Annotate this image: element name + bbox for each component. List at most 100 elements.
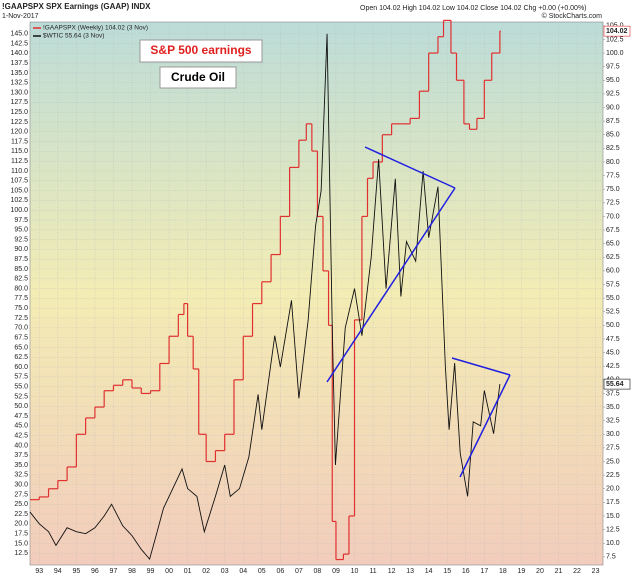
y-tick-label: 20.0 [14,521,28,528]
y-tick-label: 110.0 [11,168,28,175]
x-tick-label: 12 [388,568,396,575]
plot-area [29,21,604,566]
y2-tick-label: 25.0 [606,458,620,465]
y2-tick-label: 55.0 [606,295,620,302]
y-tick-label: 77.5 [14,295,28,302]
y2-tick-label: 82.5 [606,145,620,152]
y2-tick-label: 100.0 [606,50,624,57]
y-tick-label: 142.5 [10,40,28,47]
quote: Open 104.02 High 104.02 Low 104.02 Close… [360,5,587,12]
trend-line [459,374,511,478]
y-tick-label: 15.0 [14,540,28,547]
y-tick-label: 95.0 [14,227,28,234]
y2-tick-label: 50.0 [606,322,620,329]
y-tick-label: 47.5 [14,413,28,420]
chart-subtitle: 1-Nov-2017 [2,13,39,20]
y2-tick-label: 62.5 [606,254,620,261]
y2-tick-label: 77.5 [606,172,620,179]
y2-tick-label: 90.0 [606,104,620,111]
legend-label: !GAAPSPX (Weekly) 104.02 (3 Nov) [43,25,148,32]
x-tick-label: 10 [351,568,359,575]
line [29,33,501,561]
x-tick-label: 94 [54,568,62,575]
y-tick-label: 22.5 [14,511,28,518]
y-tick-label: 65.0 [14,344,28,351]
y-tick-label: 70.0 [14,325,28,332]
y-tick-label: 125.0 [10,109,28,116]
legend-label: $WTIC 55.64 (3 Nov) [43,33,104,40]
x-tick-label: 95 [72,568,80,575]
y2-tick-label: 97.5 [606,64,620,71]
y2-tick-label: 17.5 [606,499,620,506]
x-tick-label: 22 [573,568,581,575]
y2-tick-label: 15.0 [606,513,620,520]
y-tick-label: 100.0 [10,207,28,214]
y2-tick-label: 27.5 [606,445,620,452]
y-tick-label: 127.5 [10,99,28,106]
y-tick-label: 90.0 [14,246,28,253]
y2-tick-label: 60.0 [606,268,620,275]
x-tick-label: 99 [147,568,155,575]
y-tick-label: 52.5 [14,393,28,400]
y-tick-label: 112.5 [11,158,28,165]
y-tick-label: 122.5 [10,119,28,126]
y-tick-label: 145.0 [10,31,28,38]
y2-tick-label: 10.0 [606,540,620,547]
y-tick-label: 72.5 [14,315,28,322]
y-tick-label: 25.0 [14,501,28,508]
trend-line [451,357,511,376]
y-tick-label: 32.5 [14,472,28,479]
x-tick-label: 97 [110,568,118,575]
y2-tick-label: 42.5 [606,363,620,370]
trend-line [326,187,456,383]
y-tick-label: 62.5 [14,354,28,361]
y-tick-label: 137.5 [10,60,28,67]
x-tick-label: 23 [592,568,600,575]
y2-tick-label: 87.5 [606,118,620,125]
y-tick-label: 107.5 [10,178,28,185]
x-tick-label: 98 [128,568,136,575]
y-tick-label: 92.5 [14,236,28,243]
x-tick-label: 05 [258,568,266,575]
y-tick-label: 67.5 [14,334,28,341]
y-tick-label: 80.0 [14,285,28,292]
y2-tick-label: 102.5 [606,36,624,43]
y-tick-label: 130.0 [10,89,28,96]
x-tick-label: 15 [443,568,451,575]
y2-tick-label: 80.0 [606,159,620,166]
y2-tick-label: 30.0 [606,431,620,438]
y2-tick-label: 37.5 [606,390,620,397]
y2-tick-label: 35.0 [606,404,620,411]
x-tick-label: 11 [369,568,376,575]
y-tick-label: 37.5 [14,452,28,459]
x-tick-label: 08 [314,568,322,575]
y-tick-label: 105.0 [10,187,28,194]
y-tick-label: 12.5 [14,550,28,557]
x-tick-label: 18 [499,568,507,575]
y2-tick-label: 75.0 [606,186,620,193]
y-tick-label: 117.5 [11,138,28,145]
y2-tick-label: 7.5 [606,554,616,561]
x-tick-label: 19 [518,568,526,575]
y-tick-label: 45.0 [14,423,28,430]
y-tick-label: 102.5 [10,197,28,204]
x-tick-label: 09 [332,568,340,575]
y2-tick-label: 45.0 [606,349,620,356]
y-tick-label: 140.0 [10,50,28,57]
y-tick-label: 82.5 [14,276,28,283]
x-tick-label: 21 [555,568,563,575]
y2-tick-label: 92.5 [606,91,620,98]
y2-tick-label: 52.5 [606,309,620,316]
x-tick-label: 04 [239,568,247,575]
chart-title: !GAAPSPX SPX Earnings (GAAP) INDX [2,2,151,11]
y2-tick-label: 72.5 [606,200,620,207]
x-tick-label: 20 [536,568,544,575]
y-tick-label: 55.0 [14,383,28,390]
y-tick-label: 120.0 [10,129,28,136]
y-tick-label: 85.0 [14,266,28,273]
x-tick-label: 96 [91,568,99,575]
y-tick-label: 97.5 [14,217,28,224]
annotation: Crude Oil [171,70,225,84]
y-tick-label: 50.0 [14,403,28,410]
